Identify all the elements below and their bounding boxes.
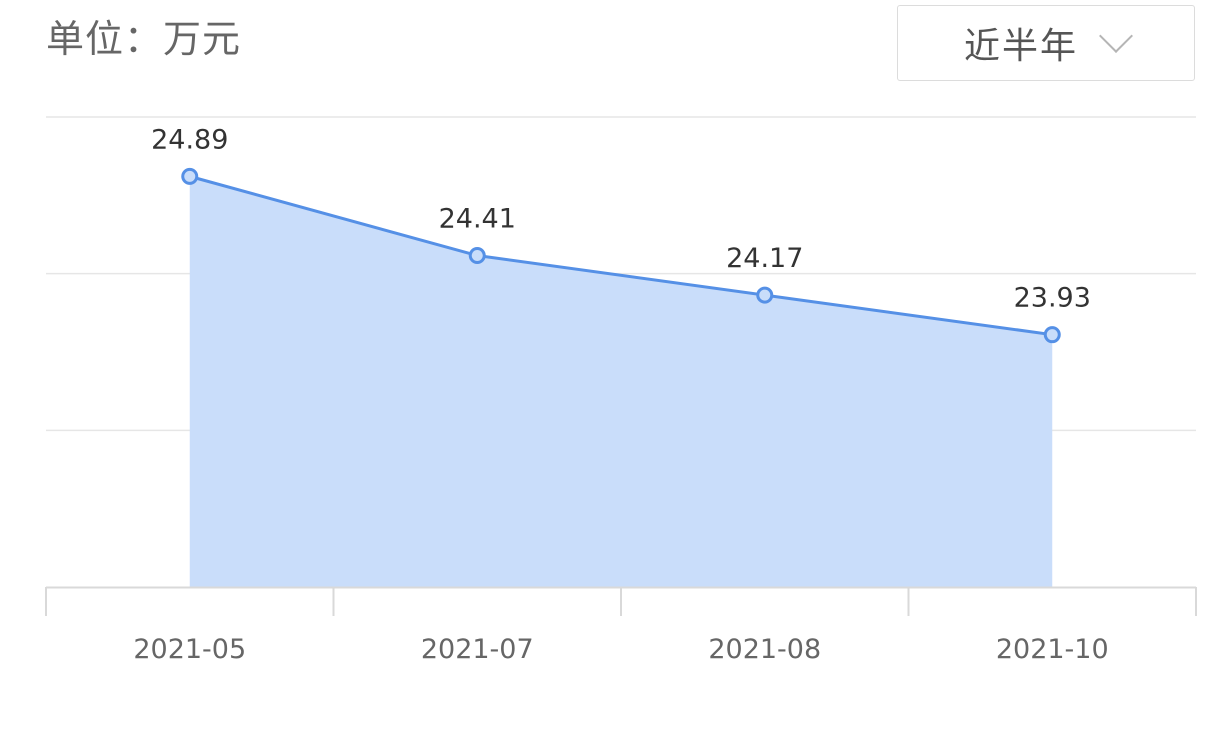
x-tick-label: 2021-05 [133, 634, 246, 665]
series-line [189, 174, 1053, 337]
x-tick-label: 2021-08 [708, 634, 821, 665]
x-tick-label: 2021-10 [996, 634, 1109, 665]
period-select-value: 近半年 [963, 26, 1078, 67]
data-label: 24.89 [151, 124, 228, 155]
data-label: 23.93 [1014, 283, 1091, 314]
x-tick-label: 2021-07 [421, 634, 534, 665]
data-point [468, 247, 486, 265]
data-point [756, 286, 774, 304]
data-point [1043, 326, 1061, 344]
unit-label: 单位：万元 [46, 17, 242, 61]
data-label: 24.17 [726, 243, 803, 274]
period-select-dropdown[interactable]: 近半年 [897, 5, 1195, 81]
data-point [181, 167, 199, 185]
series-area [189, 176, 1053, 588]
data-label: 24.41 [439, 204, 516, 235]
